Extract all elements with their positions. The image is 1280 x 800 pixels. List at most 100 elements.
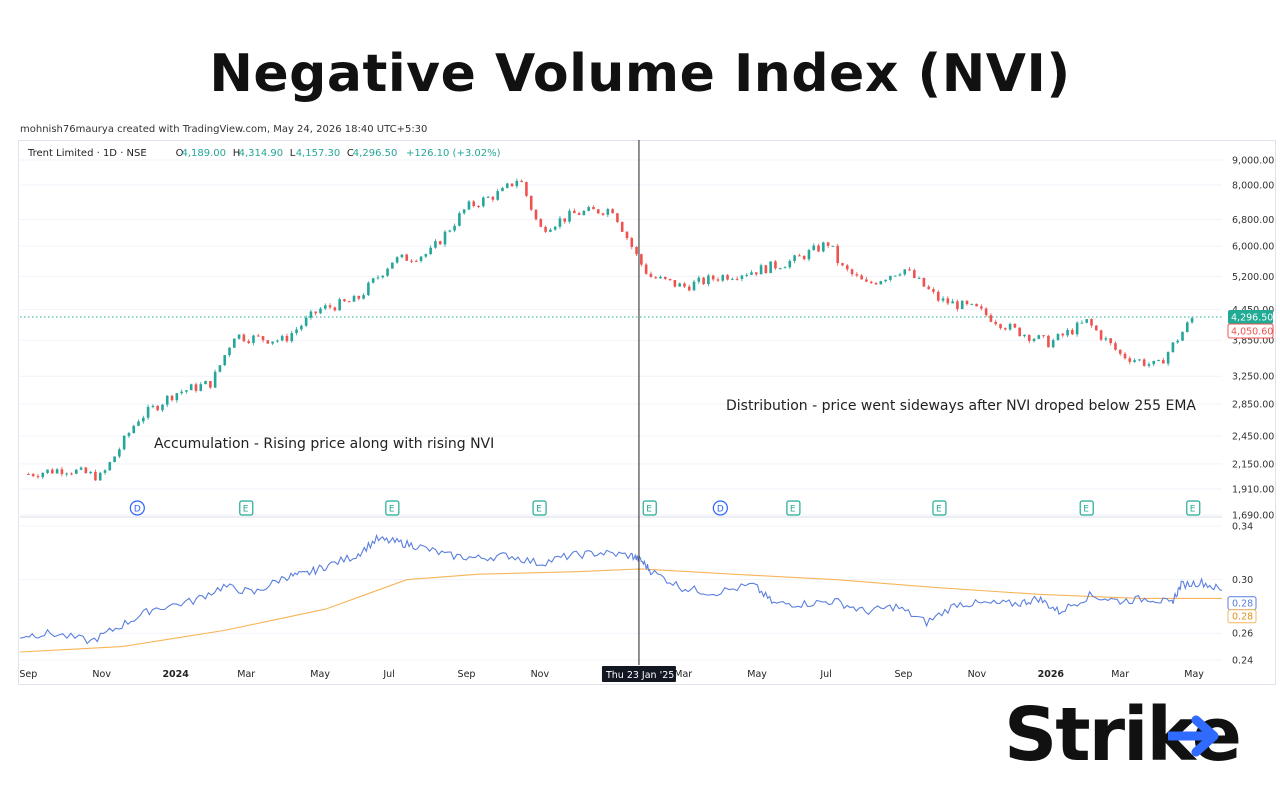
candle [137, 421, 140, 426]
candle [247, 341, 250, 343]
candle [726, 275, 729, 280]
candle [151, 405, 155, 407]
candle [525, 182, 528, 196]
arrow-icon [1168, 715, 1219, 757]
candle [568, 210, 571, 222]
candle [922, 277, 926, 287]
candle [917, 277, 921, 279]
candle [1133, 360, 1136, 362]
chart-frame [18, 140, 1276, 685]
candle [573, 210, 576, 214]
candle [204, 381, 207, 385]
candle [424, 254, 428, 257]
candle [438, 241, 442, 245]
candle [103, 470, 107, 473]
candle [280, 335, 284, 341]
candle [46, 469, 49, 473]
candle [874, 282, 878, 285]
candle [405, 254, 408, 261]
candle [367, 282, 370, 296]
candle [620, 222, 624, 232]
candle [376, 277, 380, 279]
candle [276, 340, 279, 342]
nvi-tick-label: 0.30 [1232, 575, 1253, 586]
price-tick-label: 8,000.00 [1232, 181, 1274, 192]
candle [1181, 331, 1184, 341]
candle [1032, 338, 1036, 341]
chart-credit: mohnish76maurya created with TradingView… [20, 124, 428, 135]
dividend-marker[interactable] [712, 500, 728, 516]
candle [951, 301, 954, 304]
candle [419, 256, 423, 261]
candle [65, 473, 68, 475]
candle [41, 472, 45, 478]
candle [94, 471, 97, 481]
x-tick-label: Sep [895, 669, 913, 680]
candle [156, 405, 159, 411]
earnings-marker[interactable] [932, 500, 947, 516]
candle [1094, 325, 1098, 331]
candle [989, 315, 993, 322]
candle [453, 225, 456, 231]
candle [625, 231, 629, 239]
candle [616, 213, 619, 223]
candle [27, 474, 30, 476]
earnings-marker[interactable] [786, 500, 801, 516]
candle [798, 255, 801, 257]
candle [668, 278, 672, 281]
candle [1152, 360, 1156, 365]
candle [1013, 323, 1017, 328]
candle [132, 425, 136, 434]
candle [1166, 352, 1170, 364]
candle [55, 469, 59, 474]
earnings-marker[interactable] [532, 500, 547, 516]
earnings-marker[interactable] [642, 500, 657, 516]
candle [237, 334, 241, 339]
candle [1147, 364, 1151, 366]
candle [889, 275, 892, 280]
candle [505, 183, 509, 188]
earnings-marker[interactable] [239, 500, 254, 516]
candle [673, 280, 677, 287]
candle [697, 277, 701, 282]
earnings-marker[interactable] [385, 500, 400, 516]
candle [783, 267, 787, 269]
candle [510, 183, 514, 187]
candle [582, 210, 586, 215]
candle [563, 218, 567, 222]
legend-item: Trent Limited · 1D · NSE [27, 148, 147, 159]
earnings-marker[interactable] [1186, 500, 1201, 516]
dividend-marker[interactable] [129, 500, 145, 516]
candle [1185, 322, 1189, 332]
candle [1099, 330, 1103, 340]
earnings-marker[interactable] [1079, 500, 1094, 516]
earnings-marker-label: E [790, 505, 796, 515]
candle [256, 335, 260, 337]
candle [745, 274, 749, 276]
candle [347, 301, 351, 303]
candle [553, 226, 557, 230]
x-tick-label: Nov [531, 669, 550, 680]
candle [884, 279, 887, 282]
legend-item: 4,296.50 [353, 148, 398, 159]
candle [467, 201, 471, 210]
x-tick-label: Nov [968, 669, 987, 680]
candle [711, 275, 715, 280]
candle [855, 274, 859, 276]
x-tick-label: Nov [92, 669, 111, 680]
candle [936, 291, 940, 301]
candle [850, 269, 854, 275]
candle [261, 336, 265, 341]
candle [1142, 359, 1146, 366]
candle [127, 433, 131, 436]
candle [1080, 322, 1084, 324]
price-tick-label: 1,690.00 [1232, 511, 1274, 522]
candle [79, 467, 83, 470]
nvi-value-label: 0.28 [1232, 599, 1253, 610]
candle [165, 395, 169, 405]
candle [836, 245, 839, 264]
x-tick-label: Mar [237, 669, 255, 680]
candle [630, 238, 634, 247]
candle [735, 278, 739, 280]
